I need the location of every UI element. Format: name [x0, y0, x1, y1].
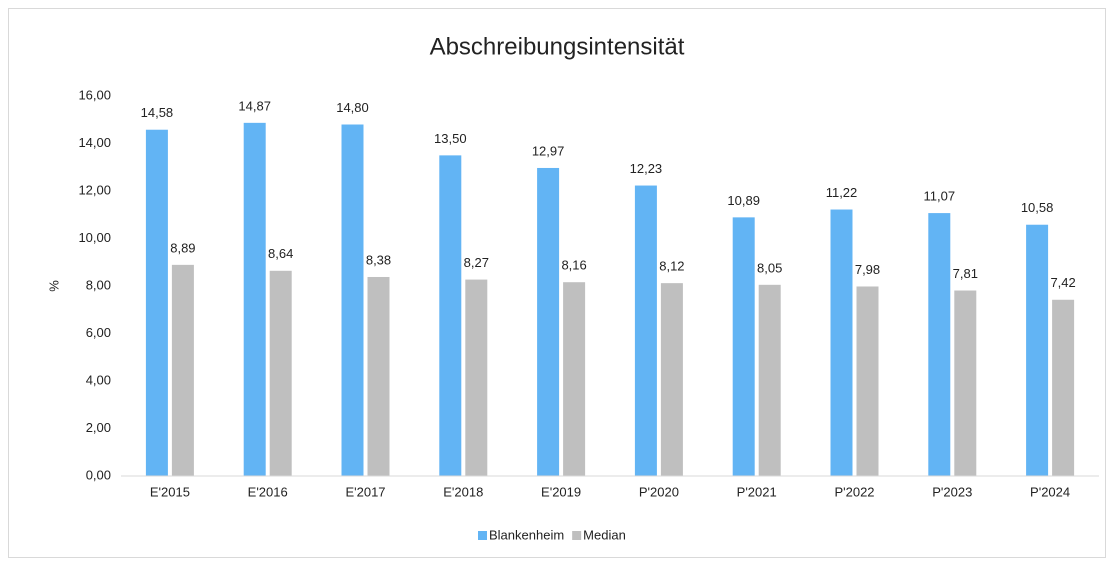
- bar: [367, 276, 390, 476]
- data-label: 7,98: [855, 262, 880, 277]
- data-label: 8,16: [561, 258, 586, 273]
- y-tick-label: 16,00: [78, 87, 111, 102]
- legend-swatch: [572, 531, 582, 540]
- data-label: 8,12: [659, 259, 684, 274]
- y-axis-label: %: [46, 280, 61, 292]
- data-label: 12,23: [630, 161, 663, 176]
- bar: [341, 124, 364, 476]
- data-label: 8,27: [464, 255, 489, 270]
- data-label: 10,89: [727, 193, 760, 208]
- data-label: 12,97: [532, 143, 565, 158]
- bar: [243, 122, 266, 477]
- bar: [145, 129, 168, 476]
- x-tick-label: P'2024: [1030, 484, 1070, 499]
- x-tick-label: E'2015: [150, 484, 190, 499]
- bar: [830, 209, 853, 476]
- data-label: 11,07: [924, 189, 956, 204]
- legend-label: Median: [583, 527, 626, 542]
- data-label: 10,58: [1021, 200, 1054, 215]
- y-tick-label: 6,00: [86, 325, 111, 340]
- data-label: 11,22: [826, 185, 858, 200]
- data-label: 8,64: [268, 246, 293, 261]
- x-tick-label: E'2019: [541, 484, 581, 499]
- bar: [171, 264, 194, 476]
- y-tick-label: 14,00: [78, 135, 111, 150]
- bar: [928, 213, 951, 476]
- data-label: 14,87: [238, 98, 271, 113]
- bar: [269, 270, 292, 476]
- x-tick-label: P'2020: [639, 484, 679, 499]
- bar: [856, 286, 879, 476]
- x-tick-label: E'2018: [443, 484, 483, 499]
- data-label: 14,80: [336, 100, 369, 115]
- bar: [563, 282, 586, 476]
- data-label: 13,50: [434, 131, 467, 146]
- bar: [537, 167, 560, 476]
- bar: [1052, 299, 1075, 476]
- x-tick-label: E'2017: [345, 484, 385, 499]
- y-tick-label: 12,00: [78, 182, 111, 197]
- x-tick-label: P'2021: [737, 484, 777, 499]
- y-tick-label: 0,00: [86, 467, 111, 482]
- data-label: 8,89: [170, 240, 195, 255]
- y-tick-label: 8,00: [86, 277, 111, 292]
- data-label: 7,42: [1050, 275, 1075, 290]
- x-tick-label: E'2016: [248, 484, 288, 499]
- y-tick-label: 4,00: [86, 372, 111, 387]
- bar: [465, 279, 488, 476]
- y-tick-label: 2,00: [86, 420, 111, 435]
- data-label: 8,05: [757, 260, 782, 275]
- bar: [439, 155, 462, 476]
- x-tick-label: P'2023: [932, 484, 972, 499]
- x-tick-label: P'2022: [834, 484, 874, 499]
- legend-swatch: [478, 531, 487, 540]
- bar: [634, 185, 657, 476]
- data-label: 8,38: [366, 252, 391, 267]
- bar: [758, 284, 781, 476]
- bar: [954, 290, 977, 476]
- legend-label: Blankenheim: [489, 527, 564, 542]
- chart-title: Abschreibungsintensität: [430, 33, 685, 60]
- bar: [732, 217, 755, 477]
- y-tick-label: 10,00: [78, 230, 111, 245]
- data-label: 14,58: [141, 105, 174, 120]
- bar: [660, 283, 683, 476]
- data-label: 7,81: [953, 266, 978, 281]
- bar: [1026, 224, 1049, 476]
